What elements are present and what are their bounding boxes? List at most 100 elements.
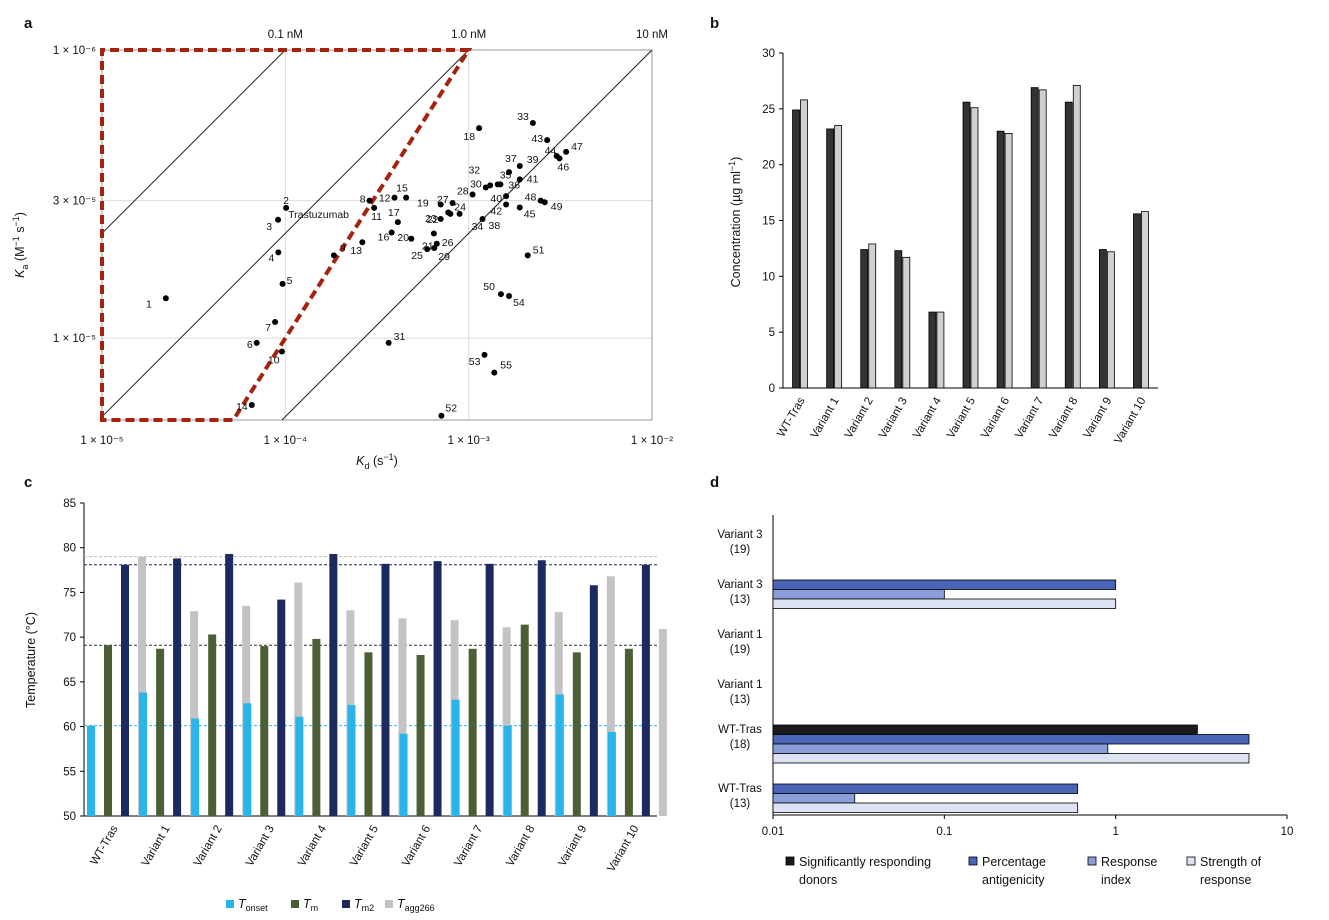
data-point <box>330 252 337 259</box>
data-point <box>359 239 366 246</box>
x-tick-label: Variant 2 <box>192 824 225 869</box>
y-tick-label: 25 <box>762 104 775 116</box>
bar <box>772 802 1079 813</box>
panel-letter-a: a <box>24 15 33 32</box>
data-point-label: 39 <box>527 154 539 166</box>
bar <box>451 699 460 816</box>
data-point <box>491 369 498 376</box>
x-tick-label: Variant 2 <box>843 396 876 441</box>
bar <box>624 648 633 816</box>
data-point-label: 40 <box>490 193 502 205</box>
data-point-label: 27 <box>437 194 449 206</box>
data-point <box>506 169 513 176</box>
data-point <box>366 197 373 204</box>
bar <box>1133 213 1141 389</box>
data-point <box>279 280 286 287</box>
group-count: (13) <box>730 694 751 706</box>
bar <box>772 743 1109 754</box>
bar <box>772 793 856 804</box>
data-point-label: 10 <box>268 354 280 366</box>
group-count: (19) <box>730 644 751 656</box>
bar <box>772 579 1117 590</box>
data-point-label: 32 <box>468 164 480 176</box>
legend-swatch <box>968 856 978 866</box>
data-point-label: 29 <box>438 251 450 263</box>
bar <box>537 560 546 816</box>
data-point <box>469 191 476 198</box>
legend-swatch <box>1087 856 1097 866</box>
data-point-label: 24 <box>454 202 466 214</box>
panel-letter-c: c <box>24 474 32 491</box>
y-label-exp: −1 <box>727 161 737 171</box>
bar <box>347 705 356 816</box>
y-tick-label: 30 <box>762 48 775 60</box>
bar <box>502 627 511 816</box>
iso-affinity-line <box>281 50 652 420</box>
data-point-label: 31 <box>394 331 406 343</box>
data-point-label: 53 <box>469 356 481 368</box>
x-tick-label: Variant 6 <box>979 396 1012 441</box>
x-tick-label: 1 <box>1112 826 1118 838</box>
data-point <box>503 193 510 200</box>
data-point <box>449 199 456 206</box>
legend-swatch <box>1186 856 1196 866</box>
x-tick-label: 1 × 10⁻⁵ <box>80 435 123 447</box>
data-point-label: 28 <box>457 185 469 197</box>
y-tick-label: 3 × 10⁻⁵ <box>53 196 96 208</box>
data-point <box>497 181 504 188</box>
data-point-label: 35 <box>500 169 512 181</box>
data-point-label: 15 <box>396 183 408 195</box>
panel-letter-b: b <box>710 15 719 32</box>
bar <box>364 652 373 816</box>
data-point-label: 22 <box>427 214 439 226</box>
bar <box>800 99 808 389</box>
legend-swatch <box>291 900 299 908</box>
x-label-unit: (s <box>370 454 384 468</box>
data-point-label: 8 <box>360 194 366 206</box>
bar <box>503 725 512 816</box>
y-label-sub: a <box>20 265 30 270</box>
x-tick-label: Variant 8 <box>504 824 537 869</box>
bar <box>962 101 971 389</box>
bar <box>928 311 937 389</box>
data-point-label: 44 <box>545 145 557 157</box>
legend-name: T <box>303 897 312 911</box>
data-point-label: 55 <box>500 360 512 372</box>
data-point-label: 45 <box>524 208 536 220</box>
y-tick-label: 55 <box>63 766 76 778</box>
y-label-exp: −1 <box>11 236 21 246</box>
data-point <box>278 348 285 355</box>
y-tick-label: 10 <box>762 271 775 283</box>
x-tick-label: Variant 6 <box>400 824 433 869</box>
x-tick-label: WT-Tras <box>88 823 120 867</box>
data-point <box>275 216 282 223</box>
x-tick-label: 10 <box>1281 826 1294 838</box>
group-label: Variant 3 <box>717 579 762 591</box>
data-point <box>248 402 255 409</box>
y-tick-label: 50 <box>63 811 76 823</box>
x-tick-label: 0.01 <box>762 826 784 838</box>
y-label-mid: s <box>13 227 27 237</box>
data-point <box>371 204 378 211</box>
bar <box>772 589 945 600</box>
y-tick-label: 20 <box>762 160 775 172</box>
data-point <box>403 194 410 201</box>
data-point-label: 30 <box>470 178 482 190</box>
data-point <box>394 219 401 226</box>
data-point-label: 48 <box>525 192 537 204</box>
y-tick-label: 5 <box>769 327 775 339</box>
bar <box>260 646 269 816</box>
x-tick-label: 1 × 10⁻² <box>631 435 673 447</box>
x-tick-label: Variant 7 <box>1013 396 1046 441</box>
x-tick-label: WT-Tras <box>775 395 807 439</box>
bar <box>295 716 304 816</box>
data-point <box>437 215 444 222</box>
y-label-close: ) <box>729 157 743 161</box>
legend-label-line2: response <box>1200 873 1251 887</box>
data-point <box>424 246 431 253</box>
y-tick-label: 65 <box>63 677 76 689</box>
x-label-close: ) <box>394 454 398 468</box>
group-label: Variant 1 <box>717 679 762 691</box>
